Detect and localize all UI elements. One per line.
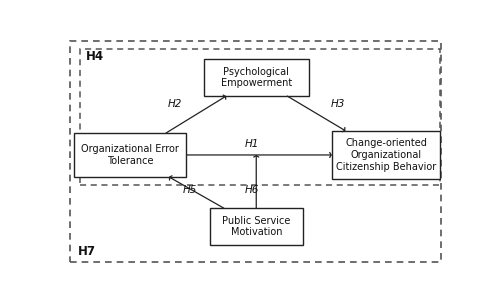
Text: Change-oriented
Organizational
Citizenship Behavior: Change-oriented Organizational Citizensh… — [336, 138, 436, 172]
Bar — [204, 59, 308, 96]
Bar — [210, 208, 303, 245]
Text: H5: H5 — [183, 185, 198, 195]
Text: H3: H3 — [330, 99, 345, 109]
Text: H2: H2 — [168, 99, 182, 109]
Text: H6: H6 — [245, 185, 260, 195]
Text: Psychological
Empowerment: Psychological Empowerment — [220, 67, 292, 88]
Bar — [332, 131, 440, 179]
Text: Public Service
Motivation: Public Service Motivation — [222, 216, 290, 237]
Text: H4: H4 — [86, 50, 104, 63]
Text: H7: H7 — [78, 245, 96, 259]
Bar — [74, 133, 186, 177]
Text: H1: H1 — [245, 139, 260, 149]
Text: Organizational Error
Tolerance: Organizational Error Tolerance — [82, 144, 179, 166]
Bar — [80, 49, 440, 185]
